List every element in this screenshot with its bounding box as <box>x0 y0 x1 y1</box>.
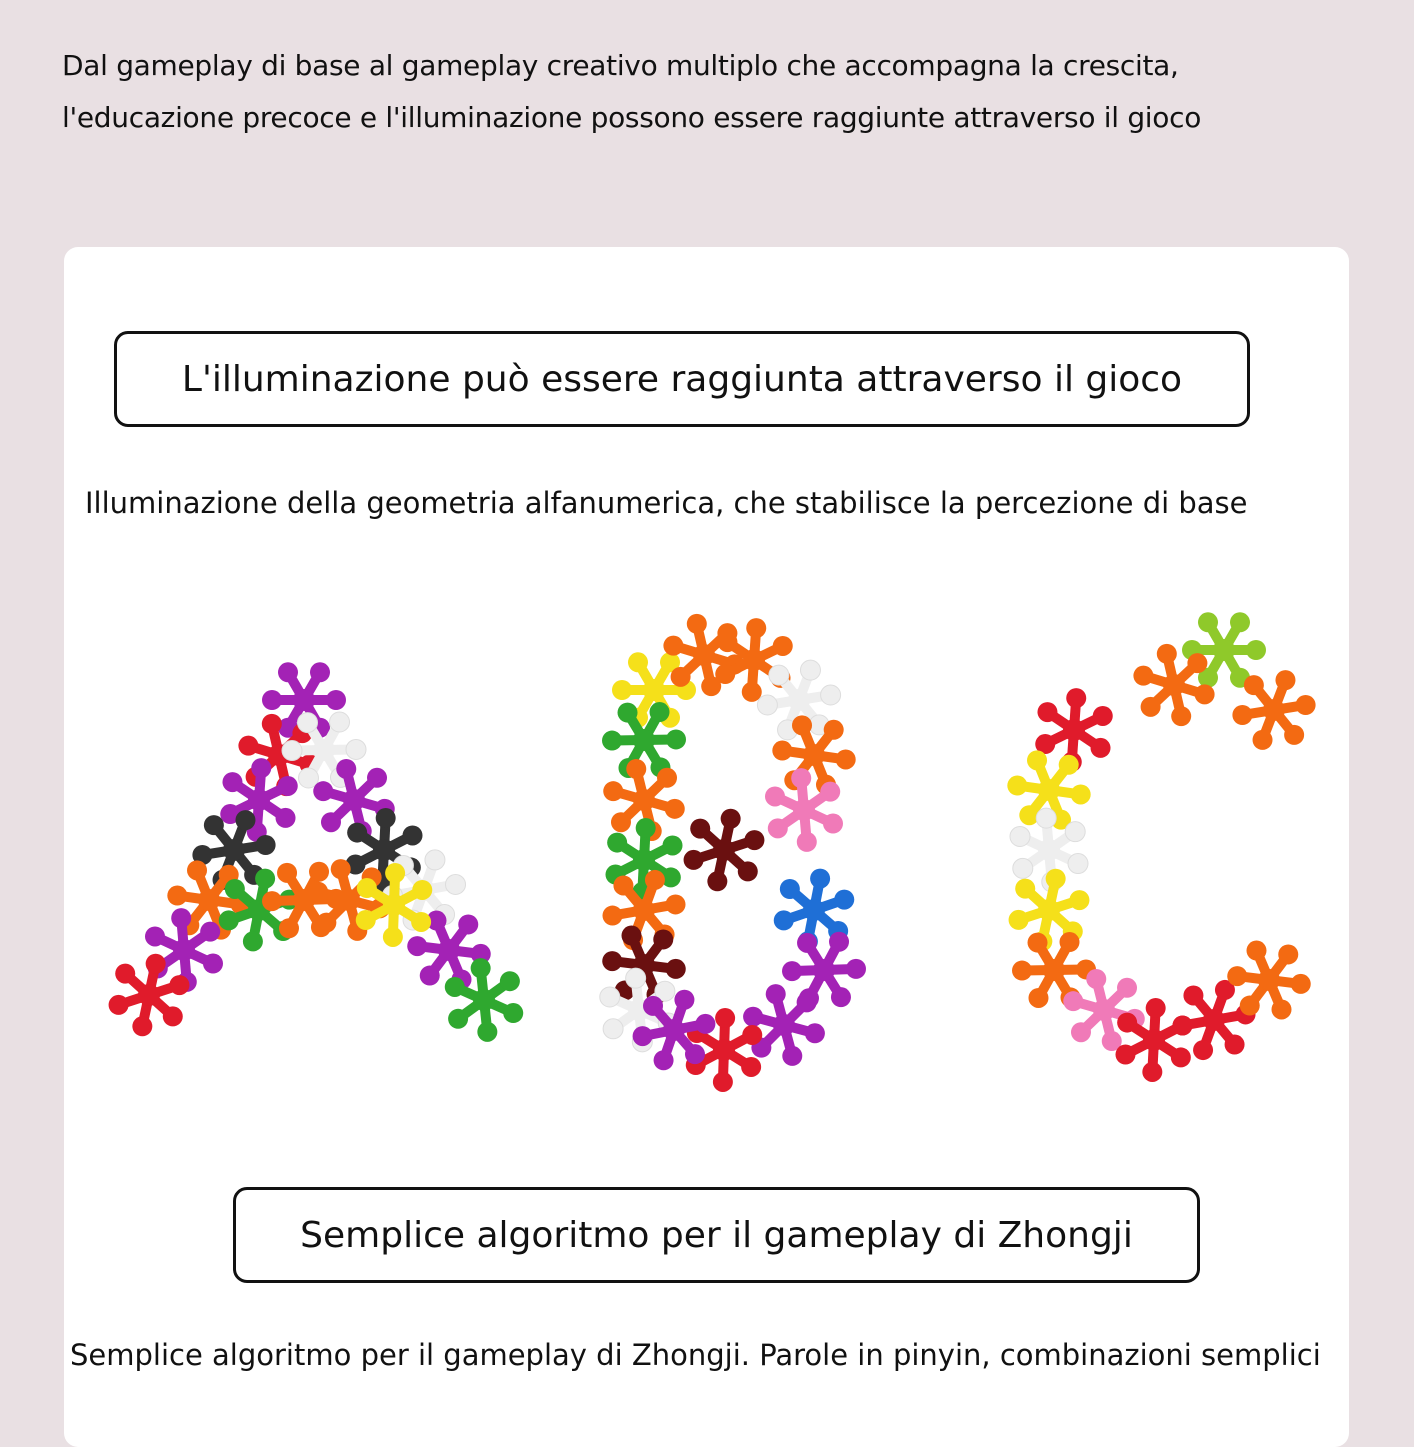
letter-a <box>345 808 423 892</box>
letter-a <box>262 662 346 738</box>
letter-b <box>764 768 844 852</box>
section-title-box: L'illuminazione può essere raggiunta att… <box>114 331 1250 427</box>
letter-c <box>1008 868 1090 952</box>
letter-b <box>756 659 842 741</box>
letter-c <box>1232 670 1316 750</box>
abc-toy-blocks-image <box>108 612 1316 1092</box>
letter-c <box>1007 750 1091 830</box>
letter-b <box>663 613 745 697</box>
letter-c <box>1182 612 1266 688</box>
letter-b <box>602 702 686 778</box>
letter-c <box>1227 940 1311 1020</box>
letter-b <box>782 931 866 1009</box>
letter-a <box>407 910 491 990</box>
letter-a <box>108 953 190 1037</box>
letter-a <box>220 758 298 842</box>
content-card <box>64 247 1349 1447</box>
letter-a <box>444 958 524 1042</box>
letter-a <box>167 860 251 940</box>
letter-c <box>1172 979 1256 1061</box>
letter-c <box>1063 968 1145 1052</box>
letter-c <box>1133 643 1215 727</box>
letter-b <box>599 967 679 1053</box>
section-title-2: Semplice algoritmo per il gameplay di Zh… <box>300 1214 1133 1256</box>
intro-text: Dal gameplay di base al gameplay creativ… <box>62 40 1201 144</box>
letter-c <box>1035 688 1113 772</box>
section-title: L'illuminazione può essere raggiunta att… <box>181 358 1183 400</box>
section-subtitle-2: Semplice algoritmo per il gameplay di Zh… <box>70 1338 1321 1372</box>
letter-b <box>683 808 765 892</box>
letter-b <box>602 925 686 1005</box>
letter-a <box>355 863 433 947</box>
section-subtitle: Illuminazione della geometria alfanumeri… <box>85 486 1248 520</box>
letter-c <box>1115 998 1193 1082</box>
intro-line-1: Dal gameplay di base al gameplay creativ… <box>62 49 1179 82</box>
letter-a <box>313 758 395 842</box>
letter-c <box>1012 932 1096 1008</box>
letter-b <box>632 989 716 1071</box>
intro-line-2: l'educazione precoce e l'illuminazione p… <box>62 101 1202 134</box>
section-title-box-2: Semplice algoritmo per il gameplay di Zh… <box>233 1187 1200 1283</box>
letter-b <box>743 984 825 1066</box>
letter-b <box>773 868 855 952</box>
